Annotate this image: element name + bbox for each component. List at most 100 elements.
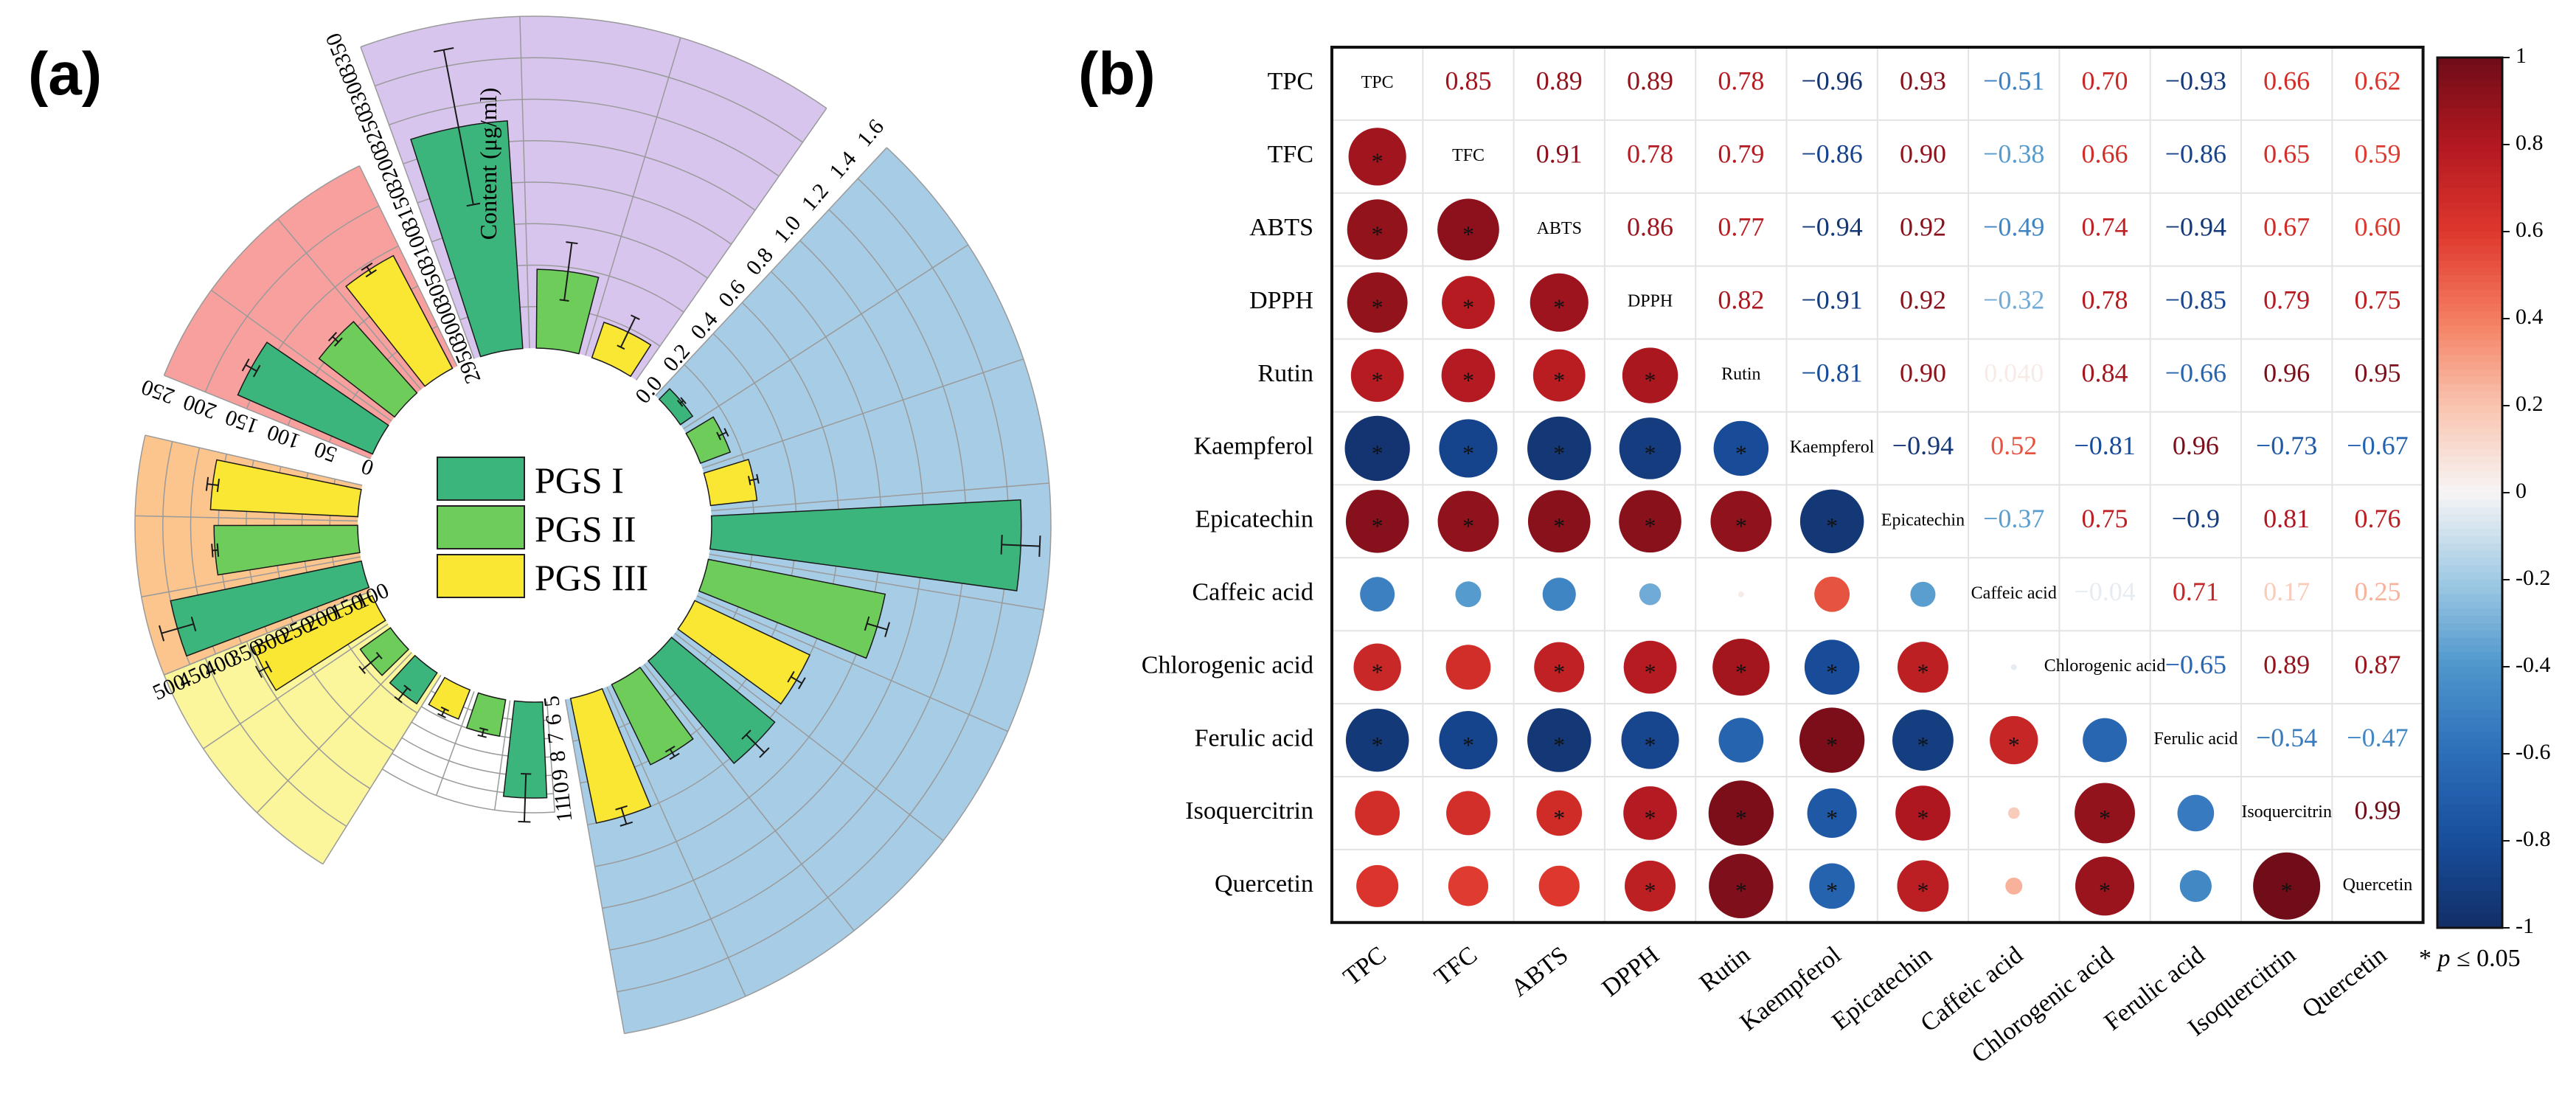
- colorbar-segment: [2437, 485, 2502, 493]
- significance-star: *: [1917, 659, 1928, 685]
- colorbar-segment: [2437, 601, 2502, 610]
- significance-star: *: [1553, 294, 1565, 320]
- row-label: TPC: [1268, 68, 1313, 95]
- green-sector-spoke: [546, 701, 555, 813]
- colorbar-segment: [2437, 325, 2502, 334]
- correlation-circle: [1814, 576, 1850, 612]
- correlation-circle: [1448, 866, 1489, 906]
- correlation-circle: [1445, 645, 1491, 690]
- correlation-value: 0.62: [2354, 66, 2400, 96]
- blue-sector-bar-8: [611, 666, 694, 766]
- green-sector-errorbar-1: [523, 774, 527, 822]
- significance-star: *: [1372, 440, 1384, 466]
- significance-star: *: [1372, 221, 1384, 248]
- correlation-value: 0.17: [2263, 577, 2310, 606]
- colorbar-segment: [2437, 659, 2502, 667]
- yellow-sector-bar-3: [252, 594, 386, 692]
- significance-star: *: [1372, 513, 1384, 539]
- colorbar-segment: [2437, 209, 2502, 218]
- correlation-value: 0.75: [2082, 504, 2128, 533]
- correlation-circle: [1442, 276, 1495, 330]
- orange-sector-gridline: [134, 434, 165, 676]
- blue-sector-errorbar-cap: [759, 747, 770, 758]
- correlation-value: 0.25: [2354, 577, 2400, 606]
- diagonal-label: TPC: [1361, 73, 1394, 92]
- significance-star: *: [1735, 878, 1747, 904]
- purple-sector-gridline: [374, 57, 803, 143]
- blue-sector-gridline: [617, 178, 1010, 993]
- correlation-value: 0.90: [1900, 139, 1946, 169]
- correlation-circle: [1623, 786, 1677, 840]
- correlation-circle: [2010, 664, 2017, 670]
- correlation-value: 0.89: [2263, 650, 2310, 679]
- significance-star: *: [2099, 878, 2111, 904]
- significance-star: *: [2008, 732, 2020, 758]
- row-label: Caffeic acid: [1192, 579, 1313, 606]
- colorbar-segment: [2437, 181, 2502, 189]
- correlation-circle: [1455, 581, 1482, 608]
- colorbar-segment: [2437, 427, 2502, 436]
- colorbar-tick-label: -0.2: [2516, 566, 2551, 590]
- pink-sector-errorbar-1: [245, 364, 257, 372]
- diagonal-label: Quercetin: [2343, 875, 2413, 895]
- legend-label-pgs-iii: PGS III: [535, 557, 648, 598]
- colorbar-segment: [2437, 898, 2502, 907]
- correlation-value: 0.96: [2263, 358, 2310, 387]
- colorbar-segment: [2437, 891, 2502, 900]
- significance-star: *: [1462, 440, 1474, 466]
- correlation-value: 0.89: [1627, 66, 1673, 96]
- colorbar-segment: [2437, 442, 2502, 450]
- correlation-value: 0.70: [2082, 66, 2128, 96]
- pink-sector-bar-2: [318, 321, 418, 418]
- blue-sector-gridline: [624, 147, 1052, 1035]
- colorbar-segment: [2437, 514, 2502, 523]
- colorbar-segment: [2437, 253, 2502, 262]
- panel-a-label: (a): [28, 41, 102, 108]
- correlation-value: 0.92: [1900, 285, 1946, 314]
- correlation-circle: [1622, 347, 1678, 403]
- correlation-value: −0.67: [2347, 431, 2408, 460]
- correlation-value: 0.82: [1718, 285, 1764, 314]
- colorbar-segment: [2437, 188, 2502, 196]
- row-label: Kaempferol: [1194, 433, 1313, 460]
- correlation-circle: [1804, 639, 1860, 695]
- correlation-value: −0.54: [2256, 723, 2317, 752]
- blue-sector-bar-2: [685, 416, 732, 465]
- correlation-circle: [1530, 273, 1589, 332]
- correlation-circle: [1708, 780, 1774, 846]
- correlation-circle: [1441, 348, 1496, 403]
- correlation-circle: [2179, 870, 2212, 902]
- orange-sector-errorbar-cap: [159, 625, 165, 642]
- colorbar-segment: [2437, 616, 2502, 624]
- green-sector-spoke: [493, 700, 511, 811]
- correlation-value: −0.94: [1801, 212, 1862, 242]
- significance-star: *: [1372, 659, 1384, 685]
- purple-sector-errorbar-cap: [631, 314, 640, 320]
- pink-sector-errorbar-2: [332, 336, 339, 343]
- significance-star: *: [1372, 367, 1384, 393]
- correlation-circle: [2083, 718, 2127, 763]
- colorbar-segment: [2437, 355, 2502, 363]
- correlation-value: 0.96: [2173, 431, 2219, 460]
- diagonal-label: TFC: [1452, 146, 1485, 165]
- colorbar-segment: [2437, 847, 2502, 856]
- correlation-value: −0.86: [1801, 139, 1862, 169]
- yellow-sector-errorbar-3: [258, 665, 269, 673]
- purple-sector-gridline: [360, 15, 827, 109]
- correlation-value: 0.87: [2354, 650, 2400, 679]
- colorbar-segment: [2437, 833, 2502, 842]
- purple-sector-spoke: [519, 16, 530, 349]
- pink-sector-bar-3: [345, 254, 454, 387]
- significance-star: *: [1826, 805, 1838, 831]
- blue-sector-errorbar-cap: [747, 476, 751, 485]
- colorbar-segment: [2437, 507, 2502, 516]
- colorbar-segment: [2437, 645, 2502, 653]
- correlation-circle: [1527, 416, 1591, 481]
- correlation-circle: [1737, 591, 1744, 597]
- correlation-circle: [1347, 199, 1408, 260]
- green-sector-gridline: [381, 769, 555, 814]
- y-axis-title: Content (μg/ml): [475, 88, 501, 240]
- colorbar-segment: [2437, 768, 2502, 777]
- row-label: Epicatechin: [1195, 506, 1313, 533]
- colorbar: 1 0.8 0.6 0.4 0.2 0 -0.2 -0.4 -0.6 -0.8 -1: [2436, 44, 2551, 938]
